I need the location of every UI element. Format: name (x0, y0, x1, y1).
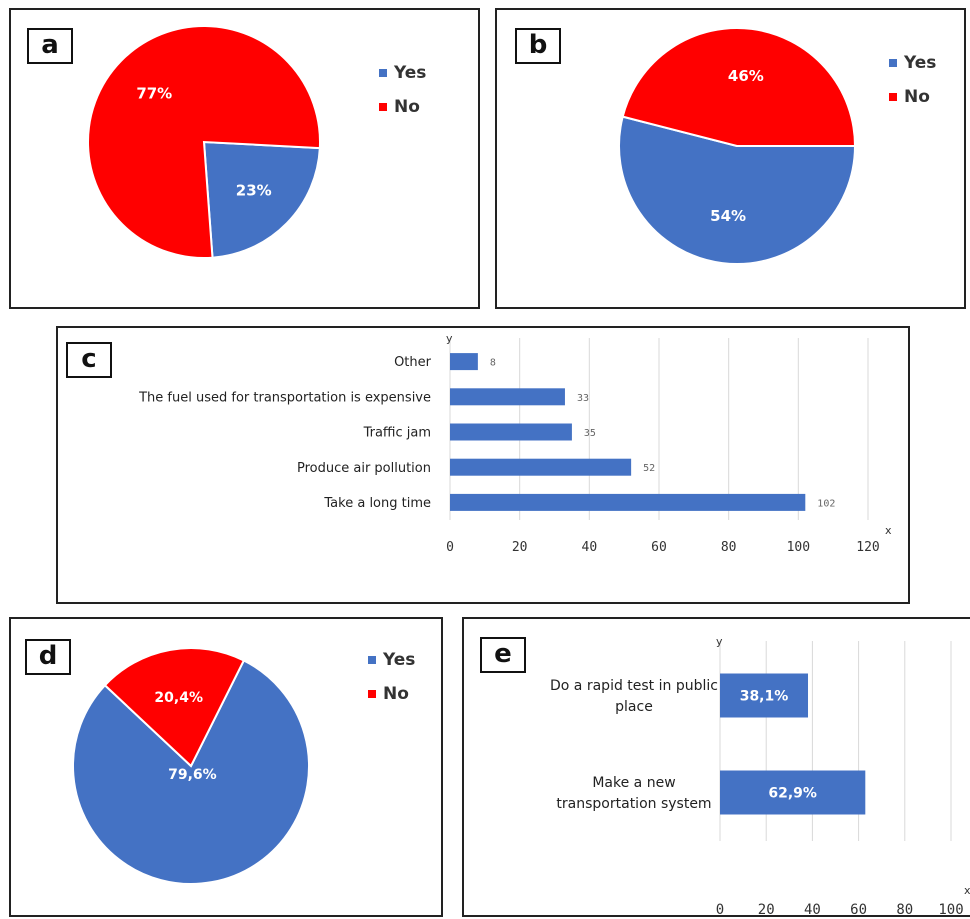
x-tick-label: 40 (804, 902, 821, 918)
x-axis-label: x (885, 524, 892, 537)
panel-label-d: d (25, 639, 71, 675)
legend-label-no: No (904, 87, 930, 107)
category-label: Produce air pollution (297, 461, 431, 476)
bar-value-label: 33 (577, 393, 589, 404)
panel-label-e: e (480, 637, 526, 673)
y-axis-label: y (716, 635, 723, 648)
x-tick-label: 80 (896, 902, 913, 918)
bar-value-label: 38,1% (740, 689, 789, 705)
legend-swatch-yes (379, 69, 387, 77)
x-tick-label: 40 (582, 540, 598, 555)
category-label: The fuel used for transportation is expe… (138, 390, 431, 405)
bar (450, 423, 572, 441)
legend-b: Yes No (889, 46, 936, 114)
x-tick-label: 80 (721, 540, 737, 555)
bar (720, 673, 809, 718)
pie-slice-no (87, 25, 321, 259)
pie-label-yes: 23% (236, 182, 272, 200)
category-label: transportation system (556, 796, 711, 812)
bar-value-label: 35 (584, 428, 596, 439)
pie-slice-no (621, 27, 857, 147)
legend-item-no: No (368, 677, 415, 711)
category-label: Other (394, 355, 432, 370)
bar (450, 493, 806, 511)
bar-chart-c: 0 20 40 60 80 100 120 y x Other 8 The fuel used for… (138, 332, 892, 555)
x-tick-label: 120 (856, 540, 879, 555)
legend-label-yes: Yes (394, 63, 427, 83)
pie-slice-yes (72, 659, 310, 885)
legend-swatch-yes (368, 656, 376, 664)
pie-slice-yes (618, 115, 857, 265)
bar-value-label: 62,9% (768, 786, 817, 802)
bar (450, 458, 632, 476)
x-tick-label: 0 (716, 902, 724, 918)
x-tick-label: 60 (651, 540, 667, 555)
panel-a: 23% 77% a Yes No (9, 8, 480, 309)
bar-value-label: 102 (817, 498, 835, 509)
x-axis-label: x (964, 884, 970, 897)
panel-e: 0 20 40 60 80 100 y x Do a rapid test in public p… (462, 617, 970, 918)
legend-item-no: No (889, 80, 936, 114)
legend-swatch-no (889, 93, 897, 101)
pie-label-yes: 54% (710, 207, 746, 225)
legend-swatch-yes (889, 59, 897, 67)
legend-label-no: No (383, 684, 409, 704)
legend-swatch-no (368, 690, 376, 698)
panel-c: 0 20 40 60 80 100 120 y x Other 8 The fuel used for… (56, 326, 910, 604)
panel-label-b: b (515, 28, 561, 64)
category-label: Make a new (592, 775, 675, 791)
panel-d: 79,6% 20,4% d Yes No (9, 617, 443, 917)
pie-label-no: 46% (728, 67, 764, 85)
legend-swatch-no (379, 103, 387, 111)
legend-a: Yes No (379, 56, 426, 124)
pie-chart-a: 23% 77% (87, 25, 321, 259)
category-label: Do a rapid test in public (550, 678, 718, 694)
legend-item-no: No (379, 90, 426, 124)
pie-slice-yes (202, 140, 321, 259)
legend-label-yes: Yes (383, 650, 416, 670)
pie-slice-no (103, 647, 246, 768)
x-tick-label: 100 (938, 902, 963, 918)
legend-label-no: No (394, 97, 420, 117)
bar-value-label: 52 (643, 463, 655, 474)
pie-label-no: 20,4% (154, 690, 203, 706)
x-tick-label: 20 (512, 540, 528, 555)
y-axis-label: y (446, 332, 453, 345)
panel-label-c: c (66, 342, 112, 378)
x-tick-label: 0 (446, 540, 454, 555)
bar (720, 770, 866, 815)
legend-item-yes: Yes (889, 46, 936, 80)
pie-label-yes: 79,6% (168, 767, 217, 783)
legend-label-yes: Yes (904, 53, 937, 73)
x-tick-label: 100 (787, 540, 810, 555)
legend-d: Yes No (368, 643, 415, 711)
category-label: Traffic jam (363, 426, 431, 441)
pie-chart-b: 54% 46% (618, 27, 857, 265)
x-tick-label: 20 (758, 902, 775, 918)
bar-value-label: 8 (490, 358, 496, 369)
legend-item-yes: Yes (368, 643, 415, 677)
bar (450, 353, 478, 371)
category-label: place (615, 699, 653, 715)
pie-chart-d: 79,6% 20,4% (72, 647, 310, 885)
bar-chart-e: 0 20 40 60 80 100 y x Do a rapid test in public p… (550, 635, 970, 918)
x-tick-label: 60 (850, 902, 867, 918)
panel-label-a: a (27, 28, 73, 64)
panel-b: 54% 46% b Yes No (495, 8, 966, 309)
pie-label-no: 77% (136, 84, 172, 102)
legend-item-yes: Yes (379, 56, 426, 90)
bar (450, 388, 565, 406)
category-label: Take a long time (323, 496, 431, 511)
